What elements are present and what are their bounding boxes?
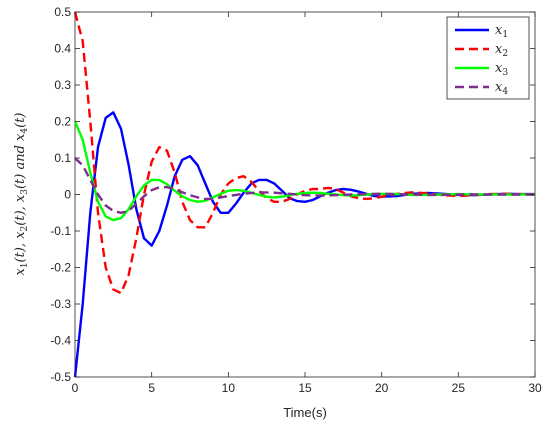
- legend-label-base: x: [495, 23, 503, 38]
- y-axis-title-part: (t),: [13, 202, 28, 226]
- y-axis-title-part: 4: [20, 128, 30, 134]
- legend-label-sub: 2: [502, 49, 508, 59]
- x-axis-title: Time(s): [283, 405, 327, 420]
- legend-label-base: x: [495, 42, 503, 57]
- y-tick-label: -0.5: [50, 370, 71, 384]
- y-tick-label: -0.2: [50, 261, 71, 275]
- legend-label-x2: x2: [495, 42, 508, 59]
- y-axis-title-part: (t): [13, 112, 28, 127]
- y-tick-label: -0.1: [50, 224, 71, 238]
- x-tick-label: 0: [72, 381, 79, 395]
- legend-label-x3: x3: [495, 61, 508, 78]
- legend-label-sub: 1: [502, 30, 508, 40]
- x-tick-label: 10: [222, 381, 236, 395]
- y-axis-title: x1(t), x2(t), x3(t) and x4(t): [13, 112, 30, 275]
- legend-label-sub: 4: [502, 87, 508, 97]
- y-tick-label: 0.4: [54, 42, 71, 56]
- x-tick-label: 25: [452, 381, 466, 395]
- ticks-layer: 0 5 10 15 20 25 30 -0.5 -0.4 -0.3 -0.2 -0.1 0 0.1 0.2 0…: [50, 5, 542, 395]
- y-axis-title-part: (t) and: [13, 141, 28, 189]
- y-axis-title-part: (t),: [13, 239, 28, 263]
- series-layer: [73, 11, 536, 378]
- legend-label-sub: 3: [502, 68, 508, 78]
- series-line-x4: [74, 157, 535, 215]
- y-tick-label: 0.2: [54, 115, 71, 129]
- legend-label-base: x: [495, 80, 503, 95]
- y-axis-title-part: x: [13, 194, 28, 202]
- y-axis-title-part: x: [13, 268, 28, 276]
- y-tick-label: -0.4: [50, 334, 71, 348]
- y-axis-title-part: x: [13, 231, 28, 239]
- y-tick-label: 0.3: [54, 78, 71, 92]
- legend-label-x4: x4: [495, 80, 508, 97]
- y-axis-title-part: 2: [20, 226, 30, 232]
- x-tick-label: 20: [375, 381, 389, 395]
- y-axis-title-part: 3: [20, 189, 30, 195]
- series-line-x2: [73, 11, 536, 295]
- y-tick-label: 0: [64, 188, 71, 202]
- y-tick-label: 0.1: [54, 151, 71, 165]
- legend-label-base: x: [495, 61, 503, 76]
- x-tick-label: 30: [528, 381, 542, 395]
- x-tick-label: 15: [298, 381, 312, 395]
- y-axis-title-part: 1: [20, 262, 30, 268]
- y-tick-label: -0.3: [50, 297, 71, 311]
- x-tick-label: 5: [148, 381, 155, 395]
- legend-label-x1: x1: [495, 23, 508, 40]
- y-tick-label: 0.5: [54, 5, 71, 19]
- y-axis-title-part: x: [13, 133, 28, 141]
